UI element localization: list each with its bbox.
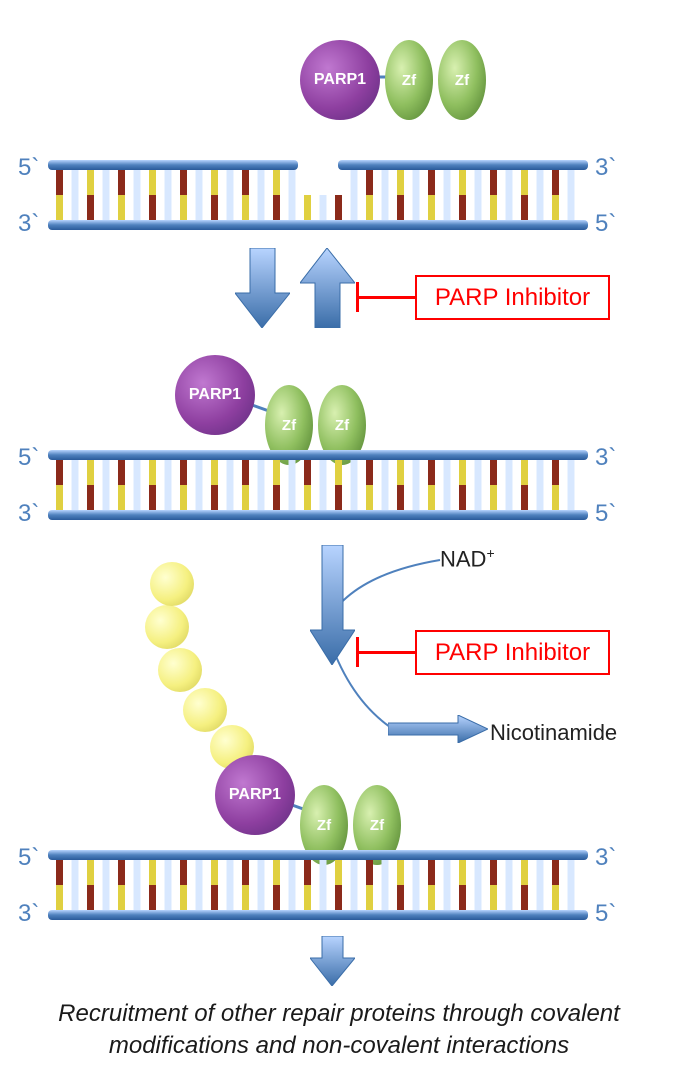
zf-label: Zf xyxy=(335,417,349,434)
caption-line2: modifications and non-covalent interacti… xyxy=(109,1032,569,1059)
zf-free-1: Zf xyxy=(385,40,433,120)
arrow-down-1 xyxy=(235,248,290,328)
arrow-down-2 xyxy=(310,545,355,665)
dna-5prime-br-1: 5` xyxy=(595,210,616,238)
inhibitor-line-2 xyxy=(358,651,416,654)
inhibitor-tbar-1 xyxy=(356,282,359,312)
parp-inhibitor-box-1: PARP Inhibitor xyxy=(415,275,610,320)
arrow-down-final xyxy=(310,936,355,986)
parp-inhibitor-box-2: PARP Inhibitor xyxy=(415,630,610,675)
dna-5prime-br-3: 5` xyxy=(595,900,616,928)
nad-label: NAD+ xyxy=(440,545,495,572)
zf-label: Zf xyxy=(455,72,469,89)
parp1-bound: PARP1 xyxy=(175,355,255,435)
par-chain-5 xyxy=(150,562,194,606)
par-chain-4 xyxy=(145,605,189,649)
zf-label: Zf xyxy=(370,817,384,834)
arrow-nicotinamide xyxy=(388,715,488,743)
parp1-free: PARP1 xyxy=(300,40,380,120)
inhibitor-label: PARP Inhibitor xyxy=(435,284,590,312)
parp1-par: PARP1 xyxy=(215,755,295,835)
dna-strand-2: (function(){ var svg=document.currentScr… xyxy=(48,450,588,520)
inhibitor-tbar-2 xyxy=(356,637,359,667)
dna-3prime-tr-1: 3` xyxy=(595,154,616,182)
diagram-stage: PARP1 Zf Zf 5` 3` 3` 5` (function(){ var… xyxy=(0,0,678,1072)
inhibitor-label: PARP Inhibitor xyxy=(435,639,590,667)
zf-label: Zf xyxy=(282,417,296,434)
parp1-label: PARP1 xyxy=(189,386,241,404)
dna-strand-1: (function(){ var svg = document.currentS… xyxy=(48,160,588,230)
zf-free-2: Zf xyxy=(438,40,486,120)
parp1-label: PARP1 xyxy=(314,71,366,89)
caption-line1: Recruitment of other repair proteins thr… xyxy=(58,1000,620,1027)
dna-3prime-bl-3: 3` xyxy=(18,900,39,928)
dna-5prime-br-2: 5` xyxy=(595,500,616,528)
par-chain-2 xyxy=(183,688,227,732)
dna-3prime-bl-1: 3` xyxy=(18,210,39,238)
zf-label: Zf xyxy=(317,817,331,834)
dna-5prime-tl-1: 5` xyxy=(18,154,39,182)
caption: Recruitment of other repair proteins thr… xyxy=(0,998,678,1063)
parp1-label: PARP1 xyxy=(229,786,281,804)
zf-label: Zf xyxy=(402,72,416,89)
nicotinamide-label: Nicotinamide xyxy=(490,720,617,746)
inhibitor-line-1 xyxy=(358,296,416,299)
dna-3prime-tr-3: 3` xyxy=(595,844,616,872)
arrow-up-1 xyxy=(300,248,355,328)
dna-3prime-bl-2: 3` xyxy=(18,500,39,528)
par-chain-3 xyxy=(158,648,202,692)
dna-strand-3: (function(){ var svg=document.currentScr… xyxy=(48,850,588,920)
dna-5prime-tl-2: 5` xyxy=(18,444,39,472)
dna-5prime-tl-3: 5` xyxy=(18,844,39,872)
dna-3prime-tr-2: 3` xyxy=(595,444,616,472)
